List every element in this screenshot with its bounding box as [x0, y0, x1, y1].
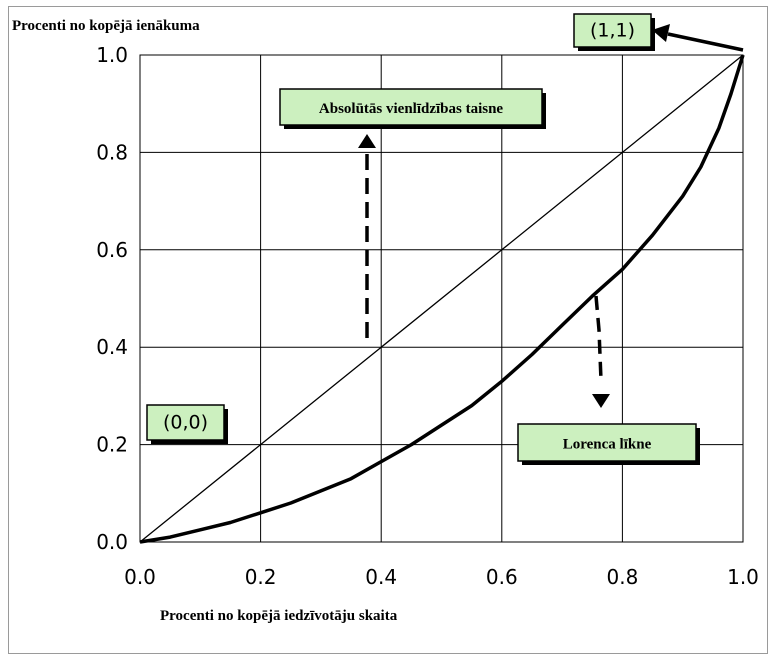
lorenz-label: Lorenca līkne [517, 423, 700, 465]
equality-label: Absolūtās vienlīdzības taisne [279, 88, 546, 129]
lorenz-curve [139, 54, 745, 544]
equality-line [139, 54, 744, 543]
y-tick-label: 0.4 [96, 335, 128, 359]
equality-arrow-head [358, 134, 376, 148]
tick-labels: 0.0 0.2 0.4 0.6 0.8 1.0 0.0 0.2 0.4 0.6 0.8 1.0 [96, 43, 759, 589]
equality-label-box [279, 88, 543, 126]
y-tick-label: 0.8 [96, 140, 128, 164]
x-tick-label: 0.0 [124, 565, 156, 589]
lorenz-label-text: Lorenca līkne [563, 437, 652, 453]
x-tick-label: 0.2 [245, 565, 277, 589]
endpoint-label-box [573, 13, 652, 48]
y-tick-label: 0.2 [96, 433, 128, 457]
plot-area [139, 54, 744, 543]
y-tick-label: 1.0 [96, 43, 128, 67]
y-tick-label: 0.0 [96, 530, 128, 554]
x-tick-label: 1.0 [727, 565, 759, 589]
x-axis-title: Procenti no kopējā iedzīvotāju skaita [160, 608, 398, 624]
endpoint-label-text: (1,1) [590, 20, 635, 42]
corner-arrow-shaft [667, 32, 744, 52]
lorenz-arrow-shaft [594, 295, 603, 381]
x-tick-label: 0.4 [365, 565, 397, 589]
lorenz-label-box [517, 423, 697, 462]
corner-arrow-head [652, 24, 670, 42]
origin-label: (0,0) [146, 404, 228, 444]
annotations: Absolūtās vienlīdzības taisne Lorenca līk… [146, 13, 700, 465]
equality-label-text: Absolūtās vienlīdzības taisne [319, 101, 504, 117]
lorenz-arrow-head [592, 394, 610, 408]
grid [139, 54, 744, 543]
y-axis-title: Procenti no kopējā ienākuma [12, 18, 200, 34]
x-tick-label: 0.8 [606, 565, 638, 589]
y-tick-label: 0.6 [96, 238, 128, 262]
endpoint-label: (1,1) [573, 13, 655, 51]
annotation-arrows [358, 24, 744, 408]
x-tick-label: 0.6 [486, 565, 518, 589]
origin-label-box [146, 404, 225, 441]
series [139, 54, 745, 544]
origin-label-text: (0,0) [163, 412, 208, 434]
